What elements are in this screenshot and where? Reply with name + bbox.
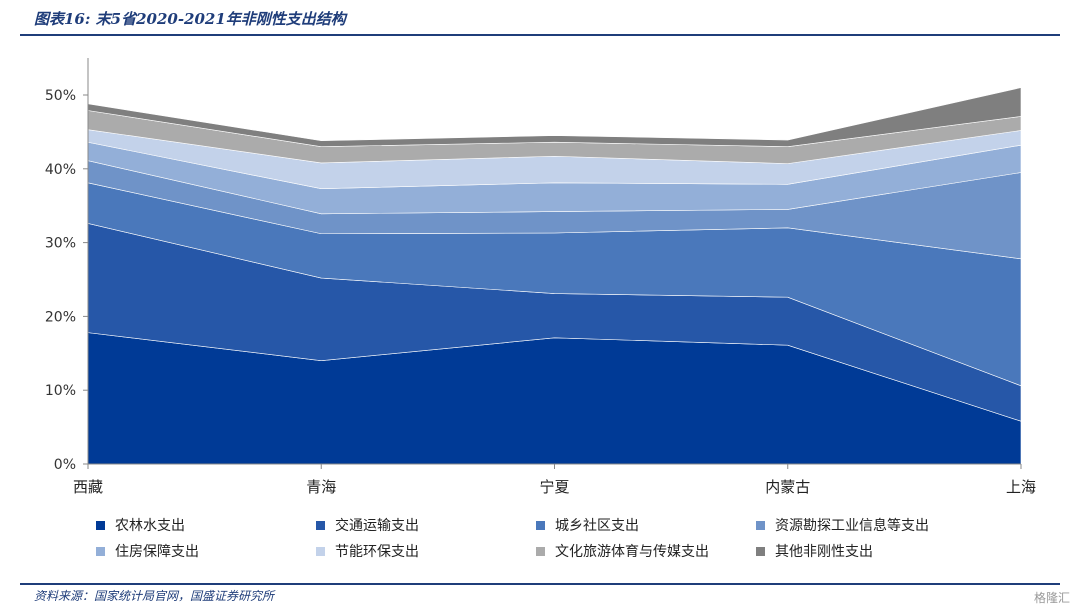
x-category-label: 青海 xyxy=(306,478,336,496)
legend-swatch xyxy=(756,520,765,530)
stacked-area-chart: 0% 10% 20% 30% 40% 50% 西藏 青海 宁夏 内蒙古 上海 xyxy=(45,58,1036,496)
legend-item: 其他非刚性支出 xyxy=(756,542,1026,560)
legend-item: 节能环保支出 xyxy=(316,542,536,560)
legend-swatch xyxy=(756,546,765,556)
source-note: 资料来源：国家统计局官网，国盛证券研究所 xyxy=(34,589,275,603)
legend-item: 交通运输支出 xyxy=(316,516,536,534)
y-tick-label: 50% xyxy=(45,88,76,104)
y-tick-label: 0% xyxy=(54,457,76,473)
y-tick-label: 10% xyxy=(45,383,76,399)
top-rule xyxy=(20,34,1060,36)
legend-swatch xyxy=(536,520,545,530)
legend-swatch xyxy=(316,520,325,530)
legend-label: 农林水支出 xyxy=(115,518,185,534)
legend-item: 资源勘探工业信息等支出 xyxy=(756,516,1026,534)
legend-label: 住房保障支出 xyxy=(115,544,199,560)
legend-item: 农林水支出 xyxy=(96,516,316,534)
legend-swatch xyxy=(316,546,325,556)
y-tick-label: 30% xyxy=(45,236,76,252)
x-category-label: 上海 xyxy=(1006,478,1036,496)
chart-legend: 农林水支出 交通运输支出 城乡社区支出 资源勘探工业信息等支出住房保障支出 节能环保支出… xyxy=(96,516,1026,560)
watermark: 格隆汇 xyxy=(1033,591,1070,605)
legend-label: 其他非刚性支出 xyxy=(775,544,873,560)
legend-label: 交通运输支出 xyxy=(335,518,419,534)
x-category-label: 宁夏 xyxy=(539,478,569,496)
area-series-8 xyxy=(87,87,1022,147)
x-category-label: 西藏 xyxy=(73,478,103,496)
legend-label: 文化旅游体育与传媒支出 xyxy=(555,544,709,560)
legend-item: 住房保障支出 xyxy=(96,542,316,560)
legend-swatch xyxy=(536,546,545,556)
chart-title: 图表16: 末5省2020-2021年非刚性支出结构 xyxy=(34,10,346,28)
y-tick-label: 20% xyxy=(45,309,76,325)
legend-label: 城乡社区支出 xyxy=(555,518,639,534)
x-category-label: 内蒙古 xyxy=(765,478,810,496)
legend-label: 资源勘探工业信息等支出 xyxy=(775,518,929,534)
y-tick-label: 40% xyxy=(45,162,76,178)
legend-swatch xyxy=(96,520,105,530)
legend-item: 城乡社区支出 xyxy=(536,516,756,534)
legend-item: 文化旅游体育与传媒支出 xyxy=(536,542,756,560)
legend-swatch xyxy=(96,546,105,556)
legend-label: 节能环保支出 xyxy=(335,544,419,560)
bottom-rule xyxy=(20,583,1060,585)
